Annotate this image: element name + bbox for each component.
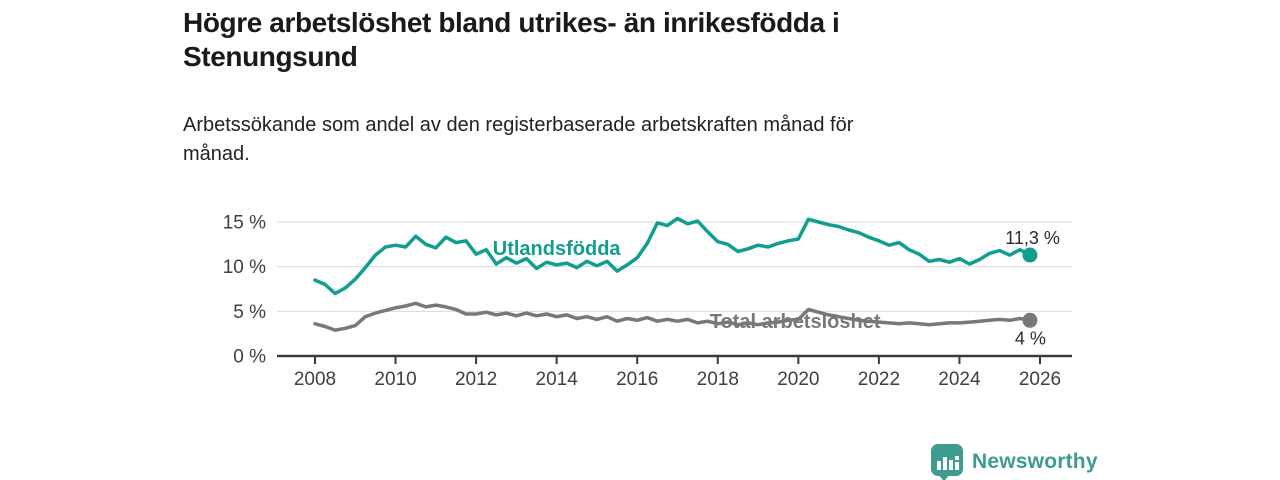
x-tick-label-2010: 2010 (374, 369, 416, 390)
end-value-label-utlandsfodda: 11,3 % (1005, 228, 1060, 248)
series-endpoint-dot-total (1022, 312, 1038, 328)
y-tick-label-5: 5 % (233, 302, 266, 323)
logo-bar-3 (949, 460, 953, 470)
y-tick-label-10: 10 % (223, 257, 266, 278)
x-tick-label-2020: 2020 (777, 369, 819, 390)
logo-bar-2 (943, 457, 947, 470)
x-tick-label-2016: 2016 (616, 369, 658, 390)
end-value-label-total: 4 % (1015, 328, 1046, 348)
x-tick-label-2014: 2014 (536, 369, 579, 390)
logo-bubble-tail (938, 474, 950, 480)
chart-title: Högre arbetslöshet bland utrikes- än inr… (183, 6, 840, 74)
x-tick-label-2026: 2026 (1019, 369, 1061, 390)
chart-title-line2: Stenungsund (183, 41, 358, 72)
logo-bar-1 (937, 461, 941, 470)
series-label-utlandsfodda: Utlandsfödda (493, 238, 622, 260)
y-tick-label-0: 0 % (233, 347, 266, 368)
y-tick-label-15: 15 % (223, 213, 266, 234)
newsworthy-logo-text: Newsworthy (972, 450, 1098, 473)
series-line-total (313, 301, 1032, 332)
chart-title-line1: Högre arbetslöshet bland utrikes- än inr… (183, 7, 840, 38)
x-tick-label-2008: 2008 (294, 369, 336, 390)
series-endpoint-dot-utlandsfodda (1022, 247, 1038, 263)
x-tick-label-2024: 2024 (938, 369, 981, 390)
newsworthy-logo-icon (931, 444, 963, 480)
chart-subtitle-line1: Arbetssökande som andel av den registerb… (183, 114, 854, 136)
logo-exclamation-dot (955, 456, 959, 460)
x-tick-label-2012: 2012 (455, 369, 497, 390)
series-label-total: Total arbetslöshet (710, 311, 881, 333)
x-tick-label-2022: 2022 (858, 369, 900, 390)
chart-subtitle-line2: månad. (183, 143, 250, 165)
series-line-utlandsfodda (313, 216, 1032, 296)
newsworthy-branding: Newsworthy (930, 444, 1098, 480)
logo-exclamation-bar (955, 462, 959, 470)
x-tick-label-2018: 2018 (697, 369, 739, 390)
chart-subtitle: Arbetssökande som andel av den registerb… (183, 111, 853, 169)
